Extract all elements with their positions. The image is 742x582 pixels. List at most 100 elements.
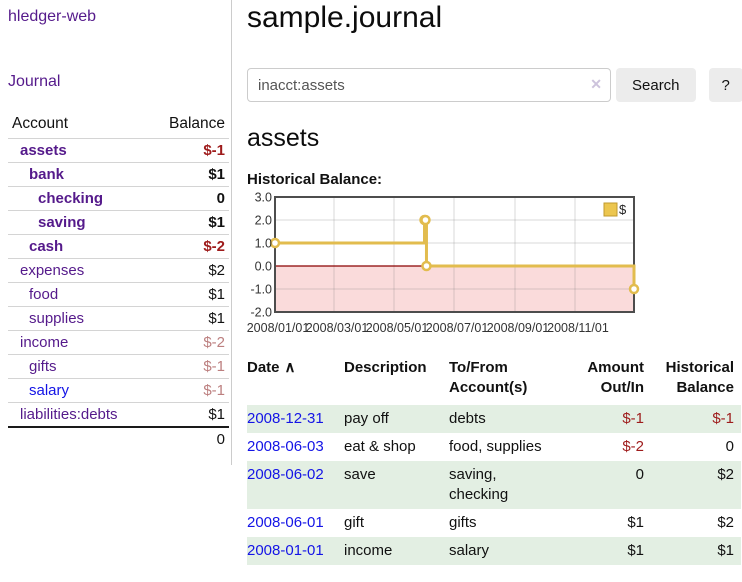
account-row: salary $-1 [8, 378, 229, 403]
register-balance-cell: $1 [717, 542, 734, 559]
transaction-date-link[interactable]: 2008-12-31 [247, 410, 324, 427]
negative-region [275, 266, 634, 312]
sidebar: hledger-web Journal Account Balance asse… [0, 0, 232, 465]
register-balance-cell: 0 [725, 438, 734, 455]
register-balance-cell: $2 [717, 514, 734, 531]
register-date-cell: 2008-06-03 [247, 433, 344, 461]
page: hledger-web Journal Account Balance asse… [0, 0, 742, 565]
register-header-balance: Historical Balance [665, 359, 734, 396]
y-axis-tick-label: -2.0 [250, 306, 272, 320]
register-description-cell: pay off [344, 410, 389, 427]
account-balance: $-1 [203, 358, 225, 375]
register-description-cell: gift [344, 514, 365, 531]
register-accounts-cell: saving, checking [449, 466, 509, 503]
chart-title: Historical Balance: [247, 171, 383, 188]
register-amount-cell: $-1 [622, 410, 644, 427]
sidebar-account-link[interactable]: food [29, 286, 59, 303]
data-point-marker [420, 214, 431, 226]
transaction-date-link[interactable]: 2008-06-03 [247, 438, 324, 455]
account-row: assets $-1 [8, 138, 229, 163]
register-amount-cell: $-2 [622, 438, 644, 455]
register-amount-cell: 0 [635, 466, 644, 483]
account-balance: $1 [208, 310, 225, 327]
sidebar-account-link[interactable]: saving [38, 214, 86, 231]
account-row: cash $-2 [8, 234, 229, 259]
page-title: sample.journal [247, 1, 443, 34]
transaction-date-link[interactable]: 2008-06-02 [247, 466, 324, 483]
register-table: Date ∧ Description To/From Account(s) Amo… [247, 356, 741, 565]
register-header-description: Description [344, 359, 427, 376]
account-balance: $1 [208, 286, 225, 303]
sidebar-account-link[interactable]: bank [29, 166, 65, 183]
register-header-row: Date ∧ Description To/From Account(s) Amo… [247, 356, 741, 405]
register-header-date[interactable]: Date ∧ [247, 359, 296, 376]
sidebar-account-link[interactable]: liabilities:debts [20, 406, 118, 423]
sort-asc-icon: ∧ [284, 359, 296, 376]
account-row: supplies $1 [8, 306, 229, 331]
data-point-marker [628, 283, 640, 295]
account-row: bank $1 [8, 162, 229, 187]
app-title-link[interactable]: hledger-web [8, 8, 97, 25]
register-accounts-cell: salary [449, 542, 490, 559]
account-balance: 0 [216, 190, 225, 207]
x-axis-tick-label: 2008/11/01 [547, 321, 609, 335]
accounts-body: assets $-1 bank $1 checking 0 saving $1 cash $-2 e… [8, 138, 229, 428]
account-row: checking 0 [8, 186, 229, 211]
sidebar-account-link[interactable]: assets [20, 142, 67, 159]
sidebar-account-link[interactable]: supplies [29, 310, 85, 327]
account-balance: $1 [208, 406, 225, 423]
table-row: 2008-12-31 pay off debts $-1 $-1 [247, 405, 741, 433]
register-description-cell: save [344, 466, 376, 483]
y-axis-tick-label: 3.0 [255, 191, 272, 205]
sidebar-account-link[interactable]: gifts [29, 358, 57, 375]
x-axis-tick-label: 2008/07/01 [426, 321, 489, 335]
transaction-date-link[interactable]: 2008-01-01 [247, 542, 324, 559]
account-heading: assets [247, 124, 320, 152]
y-axis-tick-label: 0.0 [255, 260, 272, 274]
account-balance: $2 [208, 262, 225, 279]
table-row: 2008-06-03 eat & shop food, supplies $-2 0 [247, 433, 741, 461]
search-box: ✕ [247, 68, 611, 102]
x-axis-tick-label: 2008/05/01 [366, 321, 429, 335]
account-balance: $1 [208, 166, 225, 183]
register-header-accounts: To/From Account(s) [449, 359, 528, 396]
accounts-total-row: 0 [8, 426, 229, 451]
search-input[interactable] [247, 68, 611, 102]
table-row: 2008-06-02 save saving, checking 0 $2 [247, 461, 741, 509]
accounts-header-row: Account Balance [8, 112, 229, 139]
x-axis-tick-label: 2008/01/01 [247, 321, 310, 335]
sidebar-account-link[interactable]: cash [29, 238, 64, 255]
accounts-total-value: 0 [8, 426, 229, 451]
sidebar-account-link[interactable]: expenses [20, 262, 85, 279]
register-header-amount: Amount Out/In [587, 359, 644, 396]
table-row: 2008-06-01 gift gifts $1 $2 [247, 509, 741, 537]
register-balance-cell: $-1 [712, 410, 734, 427]
balance-chart-svg: $3.0 2.0 1.0 0.0 -1.0 -2.02008/01/012008/03/0… [247, 191, 640, 335]
transaction-date-link[interactable]: 2008-06-01 [247, 514, 324, 531]
legend-swatch [603, 202, 618, 217]
help-button[interactable]: ? [708, 68, 742, 102]
register-body: 2008-12-31 pay off debts $-1 $-1 2008-06-03 ea… [247, 405, 741, 565]
account-balance: $-2 [203, 238, 225, 255]
search-button[interactable]: Search [616, 68, 696, 102]
register-description-cell: income [344, 542, 393, 559]
sidebar-account-link[interactable]: salary [29, 382, 70, 399]
sidebar-account-link[interactable]: checking [38, 190, 104, 207]
x-axis-tick-label: 2008/03/01 [306, 321, 369, 335]
accounts-table: Account Balance assets $-1 bank $1 checking 0… [8, 112, 229, 451]
account-row: saving $1 [8, 210, 229, 235]
sidebar-account-link[interactable]: income [20, 334, 69, 351]
sidebar-item-journal[interactable]: Journal [8, 73, 61, 90]
account-row: income $-2 [8, 330, 229, 355]
register-accounts-cell: debts [449, 410, 486, 427]
register-date-cell: 2008-06-01 [247, 509, 344, 537]
register-balance-cell: $2 [717, 466, 734, 483]
x-axis-tick-label: 2008/09/01 [487, 321, 550, 335]
register-date-cell: 2008-12-31 [247, 405, 344, 433]
register-amount-cell: $1 [627, 542, 644, 559]
y-axis-tick-label: -1.0 [250, 283, 272, 297]
accounts-header-account: Account [12, 115, 69, 132]
data-point-marker [269, 237, 281, 249]
clear-search-icon[interactable]: ✕ [590, 76, 602, 92]
register-accounts-cell: food, supplies [449, 438, 542, 455]
